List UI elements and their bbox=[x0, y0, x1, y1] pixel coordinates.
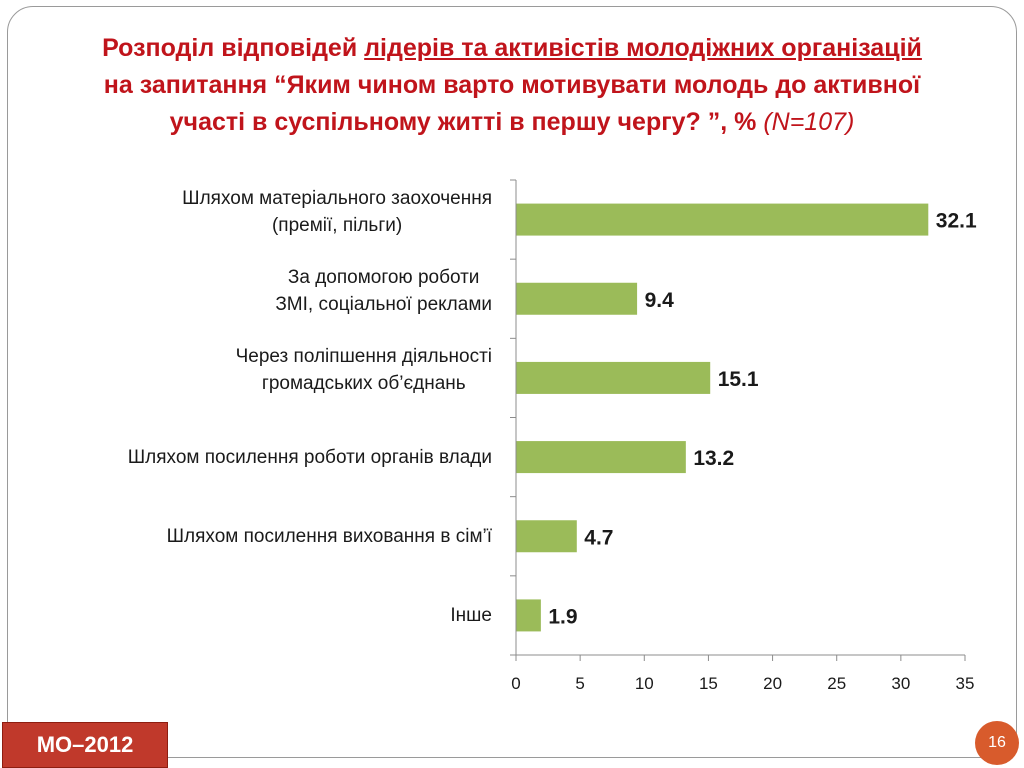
bar bbox=[516, 203, 929, 236]
x-tick-label: 20 bbox=[763, 674, 782, 693]
category-label-text: Шляхом посилення виховання в сім’ї bbox=[167, 523, 492, 550]
x-tick-label: 35 bbox=[956, 674, 975, 693]
bar-data-label: 9.4 bbox=[645, 289, 675, 312]
category-label: Шляхом матеріального заохочення (премії, … bbox=[12, 185, 492, 239]
category-label-line: (премії, пільги) bbox=[271, 214, 403, 236]
bar-data-label: 1.9 bbox=[548, 605, 577, 628]
category-label-line: Через поліпшення діяльності bbox=[235, 345, 492, 367]
x-tick-label: 5 bbox=[575, 674, 584, 693]
category-label-line: Шляхом посилення виховання в сім’ї bbox=[166, 525, 492, 547]
title-line-1: Розподіл відповідей лідерів та активісті… bbox=[40, 30, 984, 67]
x-tick-label: 30 bbox=[891, 674, 910, 693]
category-label: Через поліпшення діяльності громадських о… bbox=[12, 343, 492, 397]
page-number: 16 bbox=[975, 721, 1019, 765]
bar bbox=[516, 361, 711, 394]
slide-title: Розподіл відповідей лідерів та активісті… bbox=[40, 30, 984, 141]
title-line-3-main: участі в суспільному житті в першу чергу… bbox=[169, 108, 764, 136]
bar-data-label: 32.1 bbox=[936, 210, 977, 233]
bar-data-label: 13.2 bbox=[693, 447, 734, 470]
x-tick-label: 0 bbox=[511, 674, 520, 693]
category-label-text: Шляхом посилення роботи органів влади bbox=[128, 444, 492, 471]
category-label-text: Через поліпшення діяльності громадських о… bbox=[236, 343, 492, 397]
bar-data-label: 4.7 bbox=[584, 526, 613, 549]
x-tick-label: 15 bbox=[699, 674, 718, 693]
x-tick-label: 25 bbox=[827, 674, 846, 693]
category-label: За допомогою роботи ЗМІ, соціальної рекла… bbox=[12, 264, 492, 318]
slide-frame bbox=[7, 6, 1017, 758]
title-line-1-prefix: Розподіл відповідей bbox=[102, 34, 365, 62]
title-line-1-underlined: лідерів та активістів молодіжних організ… bbox=[364, 34, 922, 62]
category-label-line: ЗМІ, соціальної реклами bbox=[275, 293, 492, 315]
bar bbox=[516, 441, 686, 474]
title-sample-size: (N=107) bbox=[763, 108, 855, 136]
bar bbox=[516, 520, 577, 553]
category-label-line: Шляхом матеріального заохочення bbox=[182, 187, 492, 209]
footer-badge: МО–2012 bbox=[2, 722, 168, 768]
category-label-line: За допомогою роботи bbox=[287, 266, 480, 288]
category-label: Шляхом посилення роботи органів влади bbox=[12, 444, 492, 471]
category-label: Шляхом посилення виховання в сім’ї bbox=[12, 523, 492, 550]
category-label-text: Інше bbox=[450, 602, 492, 629]
bar bbox=[516, 282, 638, 315]
category-label: Інше bbox=[12, 602, 492, 629]
category-label-line: Інше bbox=[450, 604, 492, 626]
category-label-line: Шляхом посилення роботи органів влади bbox=[127, 446, 492, 468]
title-line-2: на запитання “Яким чином варто мотивуват… bbox=[103, 71, 921, 99]
category-label-line: громадських об’єднань bbox=[261, 372, 466, 394]
title-line-3: участі в суспільному житті в першу чергу… bbox=[40, 104, 984, 141]
x-tick-label: 10 bbox=[635, 674, 654, 693]
category-label-text: Шляхом матеріального заохочення (премії, … bbox=[182, 185, 492, 239]
bar-data-label: 15.1 bbox=[718, 368, 759, 391]
bar bbox=[516, 599, 541, 632]
category-label-text: За допомогою роботи ЗМІ, соціальної рекла… bbox=[275, 264, 492, 318]
